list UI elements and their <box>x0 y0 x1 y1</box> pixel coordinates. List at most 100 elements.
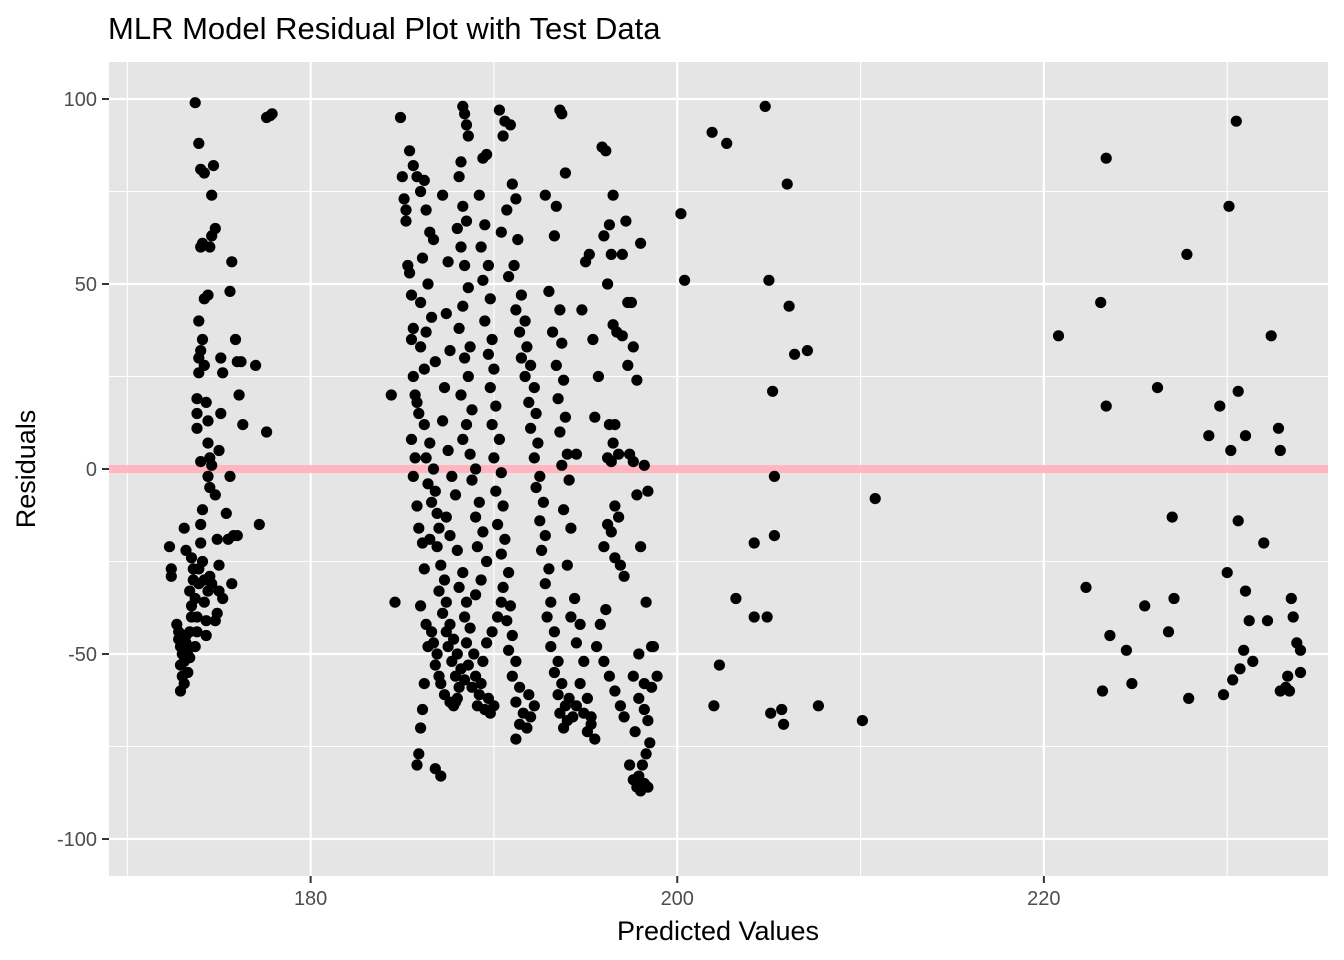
data-point <box>763 274 775 286</box>
data-point <box>457 567 469 579</box>
data-point <box>453 581 465 594</box>
data-point <box>413 522 425 534</box>
y-tick-label: -100 <box>57 829 97 851</box>
data-point <box>418 174 430 186</box>
data-point <box>198 596 210 608</box>
data-point <box>195 537 207 549</box>
data-point <box>537 496 550 508</box>
data-point <box>422 278 434 290</box>
data-point <box>869 493 881 505</box>
data-point <box>484 293 496 305</box>
data-point <box>215 352 227 364</box>
data-point <box>519 370 531 383</box>
data-point <box>631 489 643 501</box>
data-point <box>411 500 423 512</box>
data-point <box>438 574 451 586</box>
data-point <box>1238 644 1250 656</box>
data-point <box>404 267 416 279</box>
data-point <box>547 326 559 338</box>
data-point <box>195 456 207 468</box>
data-point <box>768 470 781 482</box>
data-point <box>638 703 650 716</box>
data-point <box>525 711 537 723</box>
data-point <box>209 222 221 235</box>
data-point <box>460 419 473 431</box>
data-point <box>1230 115 1242 127</box>
data-point <box>396 171 408 183</box>
data-point <box>473 189 485 201</box>
data-point <box>195 163 207 175</box>
data-point <box>567 711 579 723</box>
data-point <box>464 341 476 353</box>
data-point <box>457 300 469 312</box>
data-point <box>451 544 463 557</box>
data-point <box>460 596 473 608</box>
data-point <box>424 533 436 545</box>
data-point <box>706 126 718 138</box>
data-point <box>565 522 577 534</box>
data-point <box>759 100 771 112</box>
data-point <box>415 341 427 353</box>
data-point <box>607 189 619 201</box>
data-point <box>585 718 597 730</box>
y-axis-ticks: -100 -50 0 50 100 <box>57 89 109 851</box>
data-point <box>556 678 568 690</box>
data-point <box>407 322 419 334</box>
data-point <box>640 596 652 608</box>
data-point <box>206 189 218 201</box>
data-point <box>1168 592 1180 605</box>
data-point <box>416 703 429 716</box>
data-point <box>200 396 212 408</box>
data-point <box>407 470 419 482</box>
data-point <box>462 659 474 671</box>
data-point <box>528 452 540 464</box>
data-point <box>1217 689 1230 701</box>
data-point <box>530 407 542 420</box>
data-point <box>433 585 445 597</box>
data-point <box>856 715 869 727</box>
data-point <box>424 437 436 449</box>
data-point <box>1166 511 1178 523</box>
data-point <box>781 178 793 190</box>
data-point <box>812 700 825 712</box>
data-point <box>635 237 647 249</box>
data-point <box>407 370 419 383</box>
data-point <box>1287 611 1299 623</box>
x-tick-label: 200 <box>661 888 694 910</box>
data-point <box>413 407 425 420</box>
data-point <box>209 489 221 501</box>
data-point <box>477 655 489 668</box>
data-point <box>473 689 485 701</box>
data-point <box>470 511 482 523</box>
data-point <box>490 485 502 497</box>
data-point <box>479 219 491 231</box>
data-point <box>455 389 467 401</box>
data-point <box>198 359 210 371</box>
data-point <box>618 711 630 723</box>
data-point <box>481 555 493 568</box>
x-axis-ticks: 180 200 220 <box>294 876 1061 910</box>
data-point <box>464 448 476 460</box>
data-point <box>1080 581 1092 594</box>
data-point <box>415 600 427 612</box>
data-point <box>642 485 654 497</box>
data-point <box>200 615 212 627</box>
data-point <box>506 670 518 682</box>
data-point <box>1126 678 1138 690</box>
data-point <box>1183 692 1195 705</box>
data-point <box>534 470 546 482</box>
data-point <box>503 644 515 656</box>
data-point <box>620 215 632 227</box>
data-point <box>466 404 478 416</box>
data-point <box>523 396 535 408</box>
data-point <box>481 148 493 161</box>
x-tick-label: 180 <box>294 888 327 910</box>
data-point <box>433 522 445 534</box>
data-point <box>460 637 473 649</box>
data-point <box>528 700 540 712</box>
data-point <box>1203 430 1215 442</box>
data-point <box>405 333 418 346</box>
data-point <box>801 345 814 357</box>
data-point <box>638 459 650 471</box>
data-point <box>1243 615 1255 627</box>
